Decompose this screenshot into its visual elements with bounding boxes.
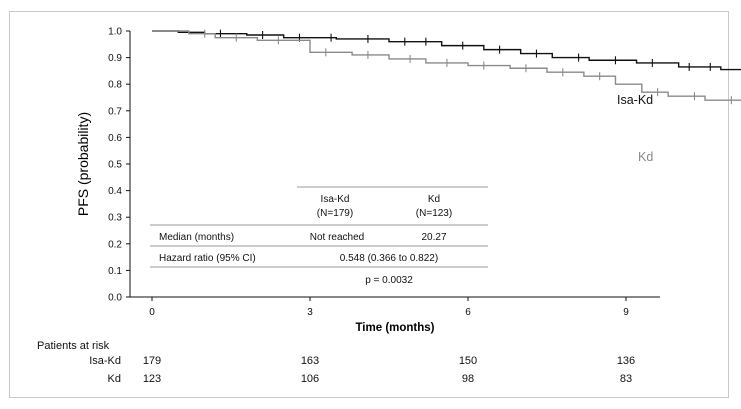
y-tick-label: 1.0 (108, 27, 122, 38)
at-risk-value: 163 (301, 355, 319, 367)
table-p-value: p = 0.0032 (365, 275, 413, 286)
at-risk-value: 136 (617, 355, 635, 367)
table-median-kd: 20.27 (421, 232, 446, 243)
table-hr-value: 0.548 (0.366 to 0.822) (340, 253, 438, 264)
at-risk-value: 150 (459, 355, 477, 367)
x-tick-label: 6 (465, 307, 471, 318)
y-tick-label: 0.7 (108, 106, 122, 117)
curve-kd (152, 30, 741, 101)
y-tick-label: 0.6 (108, 133, 122, 144)
table-col-kd-line1: Kd (428, 194, 440, 205)
y-tick-label: 0.4 (108, 186, 122, 197)
figure-frame (9, 11, 729, 398)
x-tick-label: 0 (149, 307, 155, 318)
table-hr-label: Hazard ratio (95% CI) (159, 253, 256, 264)
y-tick-label: 0.9 (108, 53, 122, 64)
x-tick-label: 9 (623, 307, 629, 318)
table-median-label: Median (months) (159, 232, 234, 243)
table-col-kd-line2: (N=123) (416, 208, 452, 219)
at-risk-value: 106 (301, 373, 319, 385)
at-risk-values: 1791631501361241101003651231069883715849… (143, 355, 635, 385)
y-tick-label: 0.0 (108, 293, 122, 304)
y-tick-label: 0.1 (108, 266, 122, 277)
y-tick-label: 0.2 (108, 239, 122, 250)
table-col-isakd-line1: Isa-Kd (321, 194, 350, 205)
x-axis-label: Time (months) (355, 322, 434, 334)
y-tick-label: 0.5 (108, 160, 122, 171)
at-risk-label-kd: Kd (108, 373, 121, 385)
y-tick-label: 0.3 (108, 213, 122, 224)
x-ticks: 03691215182124 (149, 297, 629, 318)
table-median-isakd: Not reached (310, 232, 364, 243)
survival-curves (152, 29, 741, 105)
series-end-label-kd: Kd (638, 150, 653, 164)
at-risk-value: 123 (143, 373, 161, 385)
at-risk-value: 83 (620, 373, 632, 385)
summary-table: Isa-Kd (N=179) Kd (N=123) Median (months… (150, 186, 488, 286)
y-axis-label: PFS (probability) (75, 112, 91, 216)
at-risk-value: 98 (462, 373, 474, 385)
y-ticks: 0.0 0.1 0.2 0.3 0.4 0.5 0.6 0.7 0.8 0.9 1.0 (108, 27, 130, 304)
x-tick-label: 3 (307, 307, 313, 318)
at-risk-title: Patients at risk (37, 340, 110, 352)
y-tick-label: 0.8 (108, 80, 122, 91)
at-risk-label-isakd: Isa-Kd (89, 355, 121, 367)
table-col-isakd-line2: (N=179) (317, 208, 353, 219)
at-risk-value: 179 (143, 355, 161, 367)
curve-isakd (152, 30, 741, 71)
series-end-label-isakd: Isa-Kd (617, 93, 653, 107)
